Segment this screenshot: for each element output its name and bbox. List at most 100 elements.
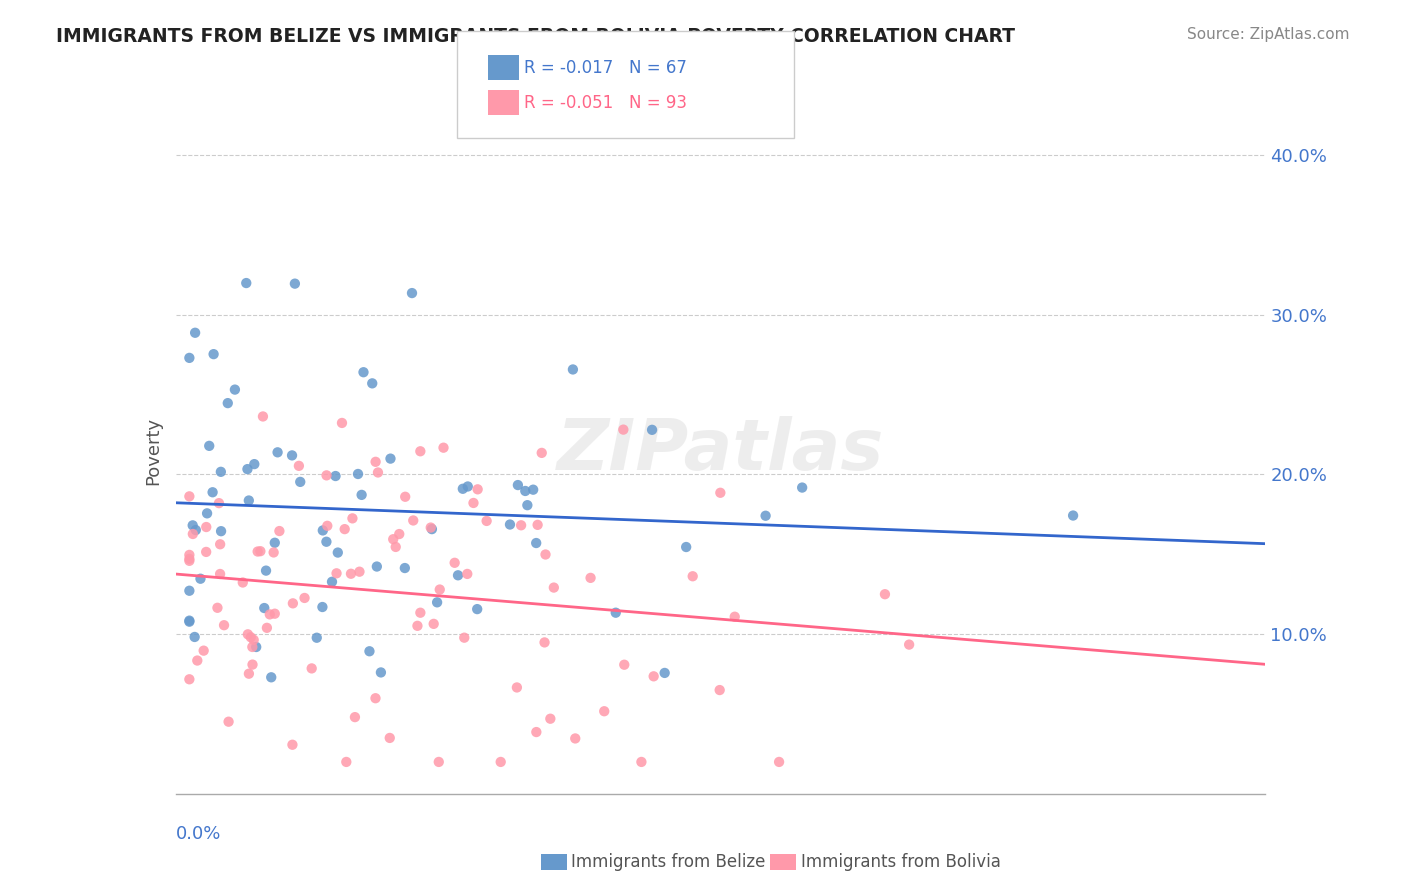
Point: [347, 467, 370, 481]
Point: [325, 469, 347, 483]
Point: [254, 564, 277, 578]
Point: [465, 602, 488, 616]
Point: [263, 607, 285, 621]
Point: [388, 527, 411, 541]
Point: [335, 755, 357, 769]
Point: [312, 524, 335, 538]
Point: [406, 619, 429, 633]
Point: [209, 465, 232, 479]
Point: [366, 559, 388, 574]
Point: [179, 489, 201, 503]
Point: [253, 601, 276, 615]
Point: [564, 731, 586, 746]
Point: [384, 540, 406, 554]
Point: [315, 468, 337, 483]
Point: [179, 552, 201, 566]
Point: [316, 518, 339, 533]
Point: [311, 600, 333, 615]
Point: [353, 365, 375, 379]
Point: [208, 496, 231, 510]
Point: [235, 276, 257, 290]
Point: [367, 466, 389, 480]
Point: [236, 462, 259, 476]
Point: [259, 607, 281, 622]
Point: [246, 544, 269, 558]
Point: [409, 444, 432, 458]
Point: [193, 643, 215, 657]
Point: [321, 574, 343, 589]
Point: [209, 537, 232, 551]
Point: [526, 517, 548, 532]
Point: [281, 738, 304, 752]
Point: [179, 351, 201, 365]
Point: [281, 449, 304, 463]
Point: [364, 455, 387, 469]
Point: [238, 666, 260, 681]
Point: [613, 657, 636, 672]
Point: [342, 511, 364, 525]
Point: [522, 483, 544, 497]
Point: [179, 614, 201, 628]
Point: [239, 630, 262, 644]
Point: [224, 383, 246, 397]
Point: [263, 535, 285, 549]
Point: [534, 548, 557, 562]
Point: [217, 396, 239, 410]
Point: [315, 534, 337, 549]
Point: [184, 523, 207, 537]
Point: [256, 621, 278, 635]
Point: [792, 481, 814, 495]
Point: [709, 485, 731, 500]
Point: [179, 548, 201, 562]
Point: [429, 582, 451, 597]
Point: [370, 665, 392, 680]
Point: [290, 475, 312, 489]
Point: [543, 581, 565, 595]
Point: [195, 545, 218, 559]
Point: [218, 714, 240, 729]
Text: IMMIGRANTS FROM BELIZE VS IMMIGRANTS FROM BOLIVIA POVERTY CORRELATION CHART: IMMIGRANTS FROM BELIZE VS IMMIGRANTS FRO…: [56, 27, 1015, 45]
Text: 0.0%: 0.0%: [176, 825, 221, 843]
Point: [333, 522, 356, 536]
Point: [201, 485, 224, 500]
Point: [463, 496, 485, 510]
Text: R = -0.051   N = 93: R = -0.051 N = 93: [524, 94, 688, 112]
Point: [402, 513, 425, 527]
Point: [457, 479, 479, 493]
Point: [209, 566, 232, 581]
Point: [212, 618, 235, 632]
Point: [675, 540, 697, 554]
Point: [294, 591, 316, 605]
Point: [269, 524, 291, 538]
Point: [533, 635, 555, 649]
Point: [284, 277, 307, 291]
Point: [612, 423, 634, 437]
Point: [579, 571, 602, 585]
Point: [186, 654, 208, 668]
Point: [181, 518, 204, 533]
Point: [382, 532, 405, 546]
Point: [380, 451, 402, 466]
Point: [209, 524, 232, 538]
Point: [643, 669, 665, 683]
Point: [359, 644, 381, 658]
Point: [506, 478, 529, 492]
Point: [641, 423, 664, 437]
Point: [245, 640, 267, 654]
Point: [301, 661, 323, 675]
Text: Immigrants from Belize: Immigrants from Belize: [571, 853, 765, 871]
Point: [420, 522, 443, 536]
Point: [394, 561, 416, 575]
Point: [361, 376, 384, 391]
Point: [593, 704, 616, 718]
Point: [179, 673, 201, 687]
Point: [195, 520, 218, 534]
Point: [252, 409, 274, 424]
Point: [378, 731, 401, 745]
Point: [447, 568, 470, 582]
Point: [456, 566, 478, 581]
Point: [538, 712, 561, 726]
Point: [432, 441, 454, 455]
Point: [426, 595, 449, 609]
Point: [179, 615, 201, 629]
